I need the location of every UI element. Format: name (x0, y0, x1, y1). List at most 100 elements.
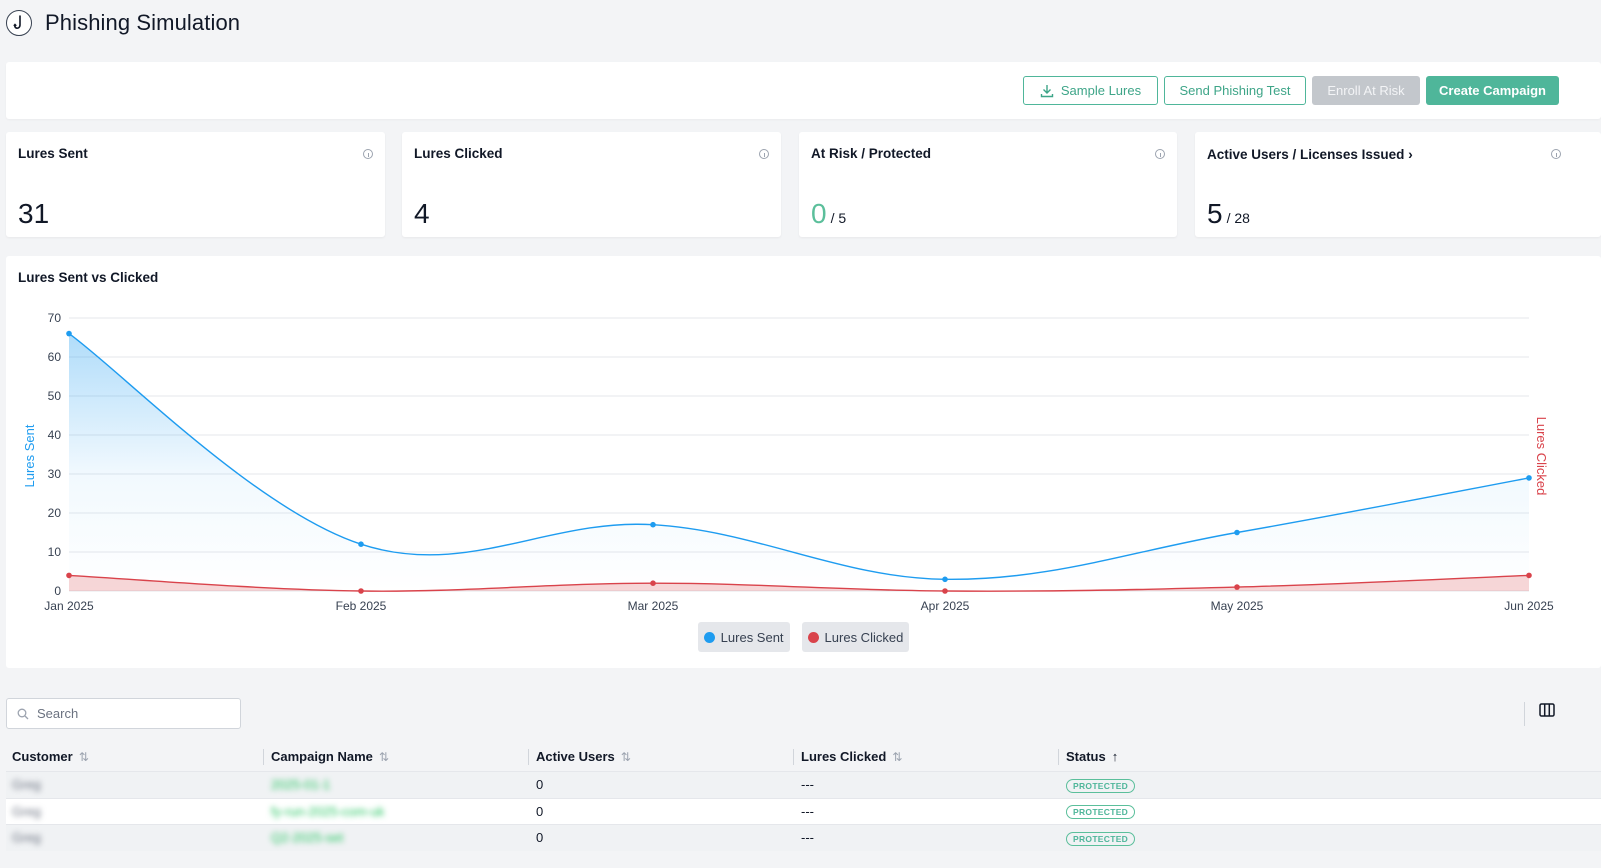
cell-campaign-name[interactable]: Q2-2025-set (271, 830, 344, 846)
cell-active-users: 0 (536, 777, 544, 793)
y2-axis-label: Lures Clicked (1534, 417, 1549, 496)
download-icon (1040, 84, 1054, 97)
search-field[interactable] (6, 698, 241, 729)
cell-campaign-name[interactable]: 2025-01-1 (271, 777, 331, 793)
columns-button[interactable] (1524, 702, 1555, 726)
card-label: Active Users / Licenses Issued › (1207, 146, 1413, 162)
y-axis-label: Lures Sent (22, 424, 37, 487)
legend-lures-sent[interactable]: Lures Sent (697, 622, 790, 652)
series-area-lures-sent (69, 333, 1529, 591)
card-value: 5 (1207, 198, 1223, 229)
x-tick-label: Jan 2025 (44, 599, 94, 613)
sort-icon: ⇅ (78, 749, 89, 764)
x-tick-label: Feb 2025 (336, 599, 387, 613)
data-point (66, 330, 72, 337)
status-badge: PROTECTED (1066, 805, 1136, 820)
chevron-right-icon: › (1408, 146, 1413, 162)
table-row[interactable]: Greg fy-run-2025-com-uk 0 --- PROTECTED (6, 797, 1601, 824)
lures-clicked-card: Lures Clicked 4 (402, 132, 781, 237)
card-subvalue: / 28 (1226, 210, 1250, 226)
cell-customer: Greg (12, 803, 41, 819)
data-point (650, 521, 656, 528)
data-point (942, 588, 948, 594)
y-tick-label: 30 (48, 467, 62, 481)
cell-lures-clicked: --- (801, 830, 814, 846)
cell-status: PROTECTED (1066, 777, 1331, 793)
cell-lures-clicked: --- (801, 803, 814, 819)
table-header: Customer ⇅ Campaign Name ⇅ Active Users ⇅ L… (6, 742, 1601, 771)
table-row[interactable]: Greg 2025-01-1 0 --- PROTECTED (6, 771, 1601, 798)
legend-label: Lures Clicked (824, 629, 904, 645)
header-status[interactable]: Status ↑ (1058, 742, 1331, 771)
series-line-lures-clicked (68, 574, 1530, 592)
y-tick-label: 60 (48, 350, 62, 364)
cell-active-users: 0 (536, 830, 544, 846)
data-point (358, 541, 364, 547)
status-badge: PROTECTED (1066, 778, 1136, 793)
table-row[interactable]: Greg Q2-2025-set 0 --- PROTECTED (6, 824, 1601, 851)
x-tick-label: May 2025 (1211, 599, 1264, 613)
cell-lures-clicked: --- (801, 777, 814, 793)
cell-campaign-name[interactable]: fy-run-2025-com-uk (271, 803, 385, 819)
x-tick-label: Jun 2025 (1504, 599, 1554, 613)
legend-dot (807, 631, 819, 643)
header-campaign-name[interactable]: Campaign Name ⇅ (263, 742, 536, 771)
chart-panel: Lures Sent vs Clicked 0 10 20 30 40 50 60 70 Jan… (6, 256, 1601, 668)
send-phishing-test-label: Send Phishing Test (1179, 83, 1291, 98)
card-value: 4 (414, 198, 430, 229)
active-users-card[interactable]: Active Users / Licenses Issued › 5/ 28 (1195, 132, 1601, 237)
data-point (942, 576, 948, 583)
page-title: Phishing Simulation (45, 10, 241, 35)
data-point (1526, 475, 1532, 481)
enroll-at-risk-button[interactable]: Enroll At Risk (1312, 76, 1420, 105)
data-point (66, 572, 72, 579)
cell-active-users: 0 (536, 803, 544, 819)
enroll-at-risk-label: Enroll At Risk (1327, 83, 1405, 98)
cell-status: PROTECTED (1066, 803, 1331, 820)
data-point (358, 588, 364, 594)
series-line-lures-sent (68, 333, 1530, 581)
card-value: 31 (18, 198, 50, 229)
y-tick-label: 0 (54, 584, 61, 598)
header-customer[interactable]: Customer ⇅ (12, 749, 89, 764)
action-toolbar: Sample Lures Send Phishing Test Enroll A… (6, 62, 1601, 119)
header-lures-clicked[interactable]: Lures Clicked ⇅ (793, 742, 1066, 771)
header-active-users[interactable]: Active Users ⇅ (528, 742, 801, 771)
chart-legend: Lures Sent Lures Clicked (6, 622, 1601, 652)
search-icon (17, 708, 29, 719)
y-tick-label: 40 (48, 428, 62, 442)
info-icon[interactable] (363, 149, 373, 159)
send-phishing-test-button[interactable]: Send Phishing Test (1164, 76, 1306, 105)
sample-lures-label: Sample Lures (1060, 83, 1142, 98)
at-risk-card: At Risk / Protected 0/ 5 (799, 132, 1177, 237)
create-campaign-label: Create Campaign (1439, 83, 1546, 98)
lures-sent-card: Lures Sent 31 (6, 132, 385, 237)
campaigns-table: Customer ⇅ Campaign Name ⇅ Active Users ⇅ L… (6, 742, 1601, 851)
legend-lures-clicked[interactable]: Lures Clicked (801, 622, 910, 652)
y-tick-label: 70 (48, 311, 62, 325)
cell-status: PROTECTED (1066, 830, 1331, 846)
cell-customer: Greg (12, 830, 41, 846)
x-tick-label: Apr 2025 (921, 599, 970, 613)
lures-chart: 0 10 20 30 40 50 60 70 Jan 2025 Feb 2025 Mar 2025 A… (22, 311, 1554, 613)
sample-lures-button[interactable]: Sample Lures (1023, 76, 1158, 105)
info-icon[interactable] (759, 149, 769, 159)
data-point (1234, 529, 1240, 536)
sort-icon: ⇅ (378, 749, 389, 764)
cell-customer: Greg (12, 777, 41, 793)
page-header: Phishing Simulation (6, 8, 240, 38)
sort-ascending-icon: ↑ (1111, 749, 1119, 764)
series-area-lures-clicked (69, 575, 1529, 592)
legend-label: Lures Sent (720, 629, 784, 645)
data-point (1234, 584, 1240, 590)
columns-icon (1539, 703, 1555, 717)
info-icon[interactable] (1551, 149, 1561, 159)
info-icon[interactable] (1155, 149, 1165, 159)
card-label: Lures Clicked (414, 146, 503, 161)
status-badge: PROTECTED (1066, 831, 1136, 846)
card-value: 0 (811, 198, 827, 229)
search-input[interactable] (37, 706, 217, 721)
data-point (1526, 572, 1532, 579)
x-tick-label: Mar 2025 (628, 599, 679, 613)
create-campaign-button[interactable]: Create Campaign (1426, 76, 1559, 105)
